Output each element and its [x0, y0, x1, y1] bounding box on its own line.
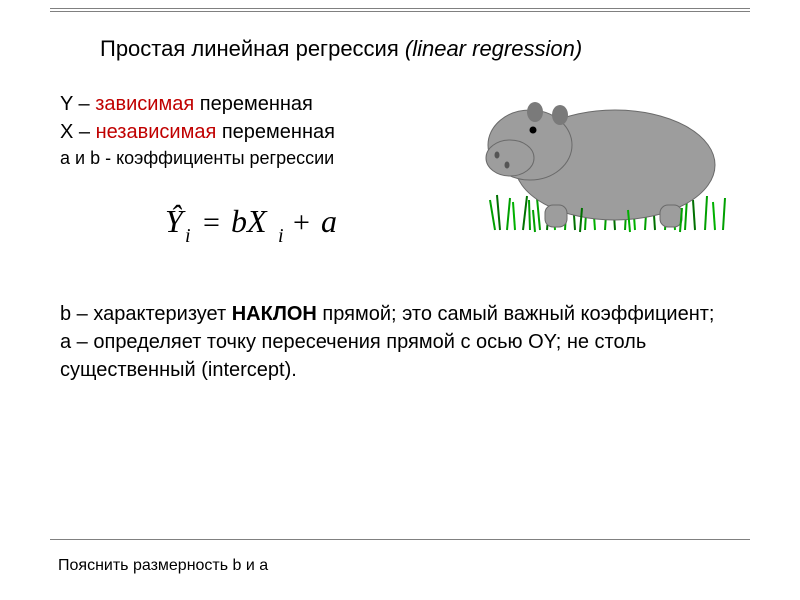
def-ab: a и b - коэффициенты регрессии	[60, 146, 335, 171]
svg-text:i: i	[278, 225, 284, 247]
explanation-block: b – характеризует НАКЛОН прямой; это сам…	[60, 300, 740, 384]
explain-b-post: прямой; это самый важный коэффициент;	[317, 303, 715, 325]
def-x-red: независимая	[96, 121, 217, 143]
svg-text:bX: bX	[231, 203, 268, 239]
def-x-var: X –	[60, 121, 96, 143]
title-main: Простая линейная регрессия	[100, 36, 405, 61]
def-y-red: зависимая	[95, 93, 194, 115]
svg-text:Ŷ: Ŷ	[165, 203, 186, 239]
explain-a: a – определяет точку пересечения прямой …	[60, 328, 740, 384]
def-x: X – независимая переменная	[60, 118, 335, 146]
definitions-block: Y – зависимая переменная X – независимая…	[60, 90, 335, 171]
def-y: Y – зависимая переменная	[60, 90, 335, 118]
svg-text:a: a	[321, 203, 337, 239]
frame-bottom-border	[50, 539, 750, 540]
svg-text:i: i	[185, 225, 191, 247]
frame-top-border	[50, 8, 750, 12]
def-y-var: Y –	[60, 93, 95, 115]
regression-equation: Ŷ i = bX i + a	[165, 200, 365, 250]
svg-text:+: +	[293, 206, 310, 239]
footer-note: Пояснить размерность b и a	[58, 557, 268, 575]
svg-text:=: =	[203, 206, 220, 239]
hippo-illustration	[485, 70, 735, 235]
def-x-rest: переменная	[216, 121, 335, 143]
explain-b-pre: b – характеризует	[60, 303, 232, 325]
explain-b-bold: НАКЛОН	[232, 303, 317, 325]
slide-title: Простая линейная регрессия (linear regre…	[100, 36, 582, 62]
explain-b: b – характеризует НАКЛОН прямой; это сам…	[60, 300, 740, 328]
title-italic: (linear regression)	[405, 36, 582, 61]
def-y-rest: переменная	[194, 93, 313, 115]
